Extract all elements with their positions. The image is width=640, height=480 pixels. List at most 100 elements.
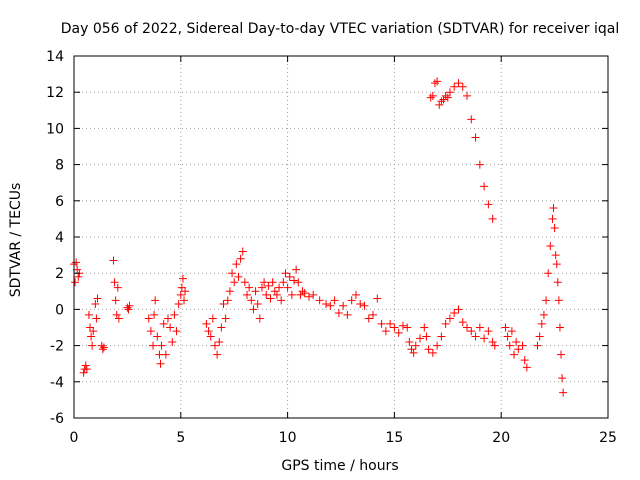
data-point [505, 341, 514, 350]
data-point [168, 337, 177, 346]
data-point [377, 319, 386, 328]
data-point [537, 319, 546, 328]
data-point [277, 296, 286, 305]
data-point [204, 327, 213, 336]
data-point [74, 272, 83, 281]
data-point [430, 79, 439, 88]
x-tick-label: 20 [492, 430, 510, 446]
y-tick-label: 4 [55, 230, 64, 246]
data-point [172, 327, 181, 336]
data-point [166, 323, 175, 332]
data-point [369, 310, 378, 319]
data-point [484, 327, 493, 336]
data-point [88, 341, 97, 350]
data-point [71, 278, 80, 287]
data-point [428, 348, 437, 357]
data-point [232, 260, 241, 269]
data-point [533, 341, 542, 350]
data-point [260, 278, 269, 287]
data-point [92, 314, 101, 323]
data-point [109, 256, 118, 265]
axis-ticks [73, 55, 609, 419]
data-point [322, 299, 331, 308]
data-point [86, 323, 95, 332]
chart-title: Day 056 of 2022, Sidereal Day-to-day VTE… [61, 21, 619, 37]
data-point [437, 97, 446, 106]
data-point [272, 290, 281, 299]
data-point [551, 251, 560, 260]
data-point [546, 242, 555, 251]
data-point [450, 82, 459, 91]
data-point [467, 115, 476, 124]
data-point [510, 350, 519, 359]
data-point [97, 341, 106, 350]
data-point [326, 301, 335, 310]
y-tick-label: 14 [46, 49, 64, 65]
data-point [458, 82, 467, 91]
data-point [454, 305, 463, 314]
data-point [420, 323, 429, 332]
data-point [426, 93, 435, 102]
data-point [219, 299, 228, 308]
data-point [309, 290, 318, 299]
data-point [161, 350, 170, 359]
data-point [243, 290, 252, 299]
data-point [213, 350, 222, 359]
data-point [262, 290, 271, 299]
data-point [386, 319, 395, 328]
data-point [180, 296, 189, 305]
data-point [409, 348, 418, 357]
data-point [356, 299, 365, 308]
data-point [488, 214, 497, 223]
data-point [177, 283, 186, 292]
data-point [81, 361, 90, 370]
data-point [153, 332, 162, 341]
data-point [441, 319, 450, 328]
data-point [347, 296, 356, 305]
data-point [445, 88, 454, 97]
data-point [304, 292, 313, 301]
data-point [123, 303, 132, 312]
x-tick-labels: 0 5 10 15 20 25 [70, 430, 617, 446]
data-point [411, 341, 420, 350]
data-point [471, 133, 480, 142]
data-point [255, 314, 264, 323]
data-point [157, 341, 166, 350]
data-point [512, 337, 521, 346]
data-point [181, 287, 190, 296]
y-tick-label: -2 [50, 339, 64, 355]
data-point [251, 287, 260, 296]
data-point [339, 301, 348, 310]
data-points [70, 77, 568, 397]
y-tick-label: 2 [55, 266, 64, 282]
y-tick-label: 10 [46, 121, 64, 137]
data-point [125, 301, 134, 310]
y-tick-label: 8 [55, 158, 64, 174]
data-point [330, 296, 339, 305]
data-point [454, 79, 463, 88]
data-point [113, 283, 122, 292]
data-point [407, 345, 416, 354]
data-point [292, 265, 301, 274]
data-point [110, 278, 119, 287]
y-tick-label: 6 [55, 194, 64, 210]
data-point [450, 309, 459, 318]
data-point [114, 314, 123, 323]
data-point [89, 327, 98, 336]
data-point [471, 332, 480, 341]
data-point [539, 310, 548, 319]
data-point [364, 314, 373, 323]
data-point [550, 223, 559, 232]
data-point [360, 301, 369, 310]
data-point [146, 327, 155, 336]
data-point [520, 356, 529, 365]
data-point [279, 278, 288, 287]
y-tick-label: -6 [50, 411, 64, 427]
data-point [549, 204, 558, 213]
data-point [351, 290, 360, 299]
x-tick-label: 5 [176, 430, 185, 446]
y-tick-label: 0 [55, 302, 64, 318]
data-point [245, 283, 254, 292]
data-point [441, 91, 450, 100]
data-point [294, 278, 303, 287]
